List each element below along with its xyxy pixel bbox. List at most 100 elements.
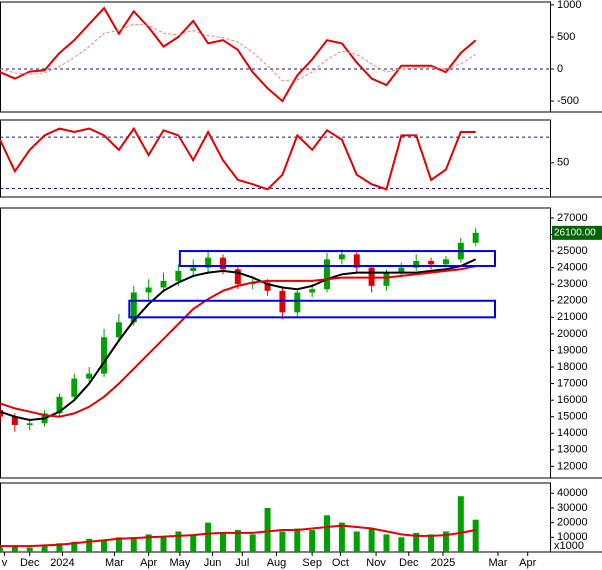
volume-bar xyxy=(324,515,331,552)
y-tick-label: 23000 xyxy=(557,278,588,290)
y-tick-label: 40000 xyxy=(557,487,588,499)
y-tick-label: 1000 xyxy=(557,0,581,11)
candle-body xyxy=(264,282,271,291)
candle-body xyxy=(205,257,212,268)
panel-frame xyxy=(0,119,551,198)
candle-body xyxy=(115,322,122,338)
candle-body xyxy=(294,292,301,313)
volume-bar xyxy=(383,534,390,552)
x-tick-label: Apr xyxy=(140,557,157,569)
volume-bar xyxy=(71,541,78,552)
y-tick-label: 19000 xyxy=(557,344,588,356)
volume-bar xyxy=(249,534,256,552)
candle-body xyxy=(160,280,167,288)
candle-body xyxy=(130,292,137,323)
candle-body xyxy=(11,416,18,425)
y-tick-label: 500 xyxy=(557,31,575,43)
x-tick-label: v xyxy=(2,557,8,569)
y-tick-label: 24000 xyxy=(557,262,588,274)
panel-frame xyxy=(0,482,551,553)
indicator-line xyxy=(0,23,476,82)
y-tick-label: 15000 xyxy=(557,411,588,423)
candle-body xyxy=(324,259,331,290)
indicator-line xyxy=(0,258,477,422)
x-tick-label: Aug xyxy=(267,557,287,569)
y-tick-label: 14000 xyxy=(557,427,588,439)
y-tick-label: 17000 xyxy=(557,377,588,389)
x-tick-label: Dec xyxy=(399,557,419,569)
unit-label: x1000 xyxy=(554,540,584,552)
volume-bar xyxy=(115,537,122,552)
volume-bar xyxy=(86,538,93,552)
y-tick-label: 22000 xyxy=(557,295,588,307)
candle-body xyxy=(0,410,3,417)
candle-body xyxy=(442,259,449,265)
volume-bar xyxy=(56,543,63,552)
volume-bar xyxy=(353,531,360,552)
last-price-box xyxy=(552,225,602,240)
y-tick-label: 25000 xyxy=(557,245,588,257)
volume-bar xyxy=(279,531,286,552)
y-tick-label: 50 xyxy=(557,157,569,169)
y-tick-label: -500 xyxy=(557,95,579,107)
candle-body xyxy=(353,254,360,268)
candle-body xyxy=(71,378,78,397)
candle-body xyxy=(26,423,33,425)
indicator-line xyxy=(0,265,476,418)
candle-body xyxy=(86,373,93,379)
support-zone xyxy=(128,299,497,319)
volume-bar xyxy=(442,531,449,552)
candle-body xyxy=(428,261,435,265)
volume-bar xyxy=(0,547,3,552)
volume-bar xyxy=(160,537,167,552)
x-tick-label: 2024 xyxy=(50,557,74,569)
x-tick-label: Mar xyxy=(488,557,507,569)
x-tick-label: Mar xyxy=(105,557,124,569)
y-tick-label: 21000 xyxy=(557,311,588,323)
volume-bar xyxy=(41,544,48,552)
y-tick-label: 0 xyxy=(557,63,563,75)
last-price-label: 26100.00 xyxy=(554,227,596,238)
candle-body xyxy=(413,261,420,268)
support-zone xyxy=(178,250,496,267)
x-tick-label: May xyxy=(169,557,190,569)
volume-bar xyxy=(338,522,345,552)
candle-body xyxy=(219,257,226,270)
volume-bar xyxy=(368,528,375,552)
y-tick-label: 18000 xyxy=(557,361,588,373)
y-tick-label: 10000 xyxy=(557,531,588,543)
volume-bar xyxy=(101,540,108,552)
y-tick-label: 20000 xyxy=(557,517,588,529)
volume-bar xyxy=(264,507,271,552)
candle-body xyxy=(56,396,63,414)
candle-body xyxy=(472,232,479,243)
candle-body xyxy=(309,289,316,293)
volume-bar xyxy=(472,519,479,552)
volume-bar xyxy=(398,537,405,552)
candle-body xyxy=(234,269,241,285)
volume-bar xyxy=(11,546,18,552)
volume-bar xyxy=(309,529,316,552)
volume-bar xyxy=(145,534,152,552)
volume-bar xyxy=(26,547,33,552)
x-tick-label: Jun xyxy=(204,557,222,569)
candle-body xyxy=(338,254,345,260)
x-tick-label: 2025 xyxy=(431,557,455,569)
y-tick-label: 30000 xyxy=(557,502,588,514)
volume-bar xyxy=(205,522,212,552)
indicator-line xyxy=(0,126,476,191)
volume-bar xyxy=(190,534,197,552)
volume-bar xyxy=(428,534,435,552)
volume-bar xyxy=(413,532,420,552)
indicator-line xyxy=(0,6,477,103)
y-tick-label: 16000 xyxy=(557,394,588,406)
x-tick-label: Jul xyxy=(235,557,249,569)
candle-body xyxy=(383,272,390,286)
candle-body xyxy=(398,267,405,273)
indicator-line xyxy=(0,524,476,548)
candle-body xyxy=(175,270,182,281)
volume-bar xyxy=(130,538,137,552)
panel-frame xyxy=(0,207,551,479)
panel-frame xyxy=(0,1,551,113)
